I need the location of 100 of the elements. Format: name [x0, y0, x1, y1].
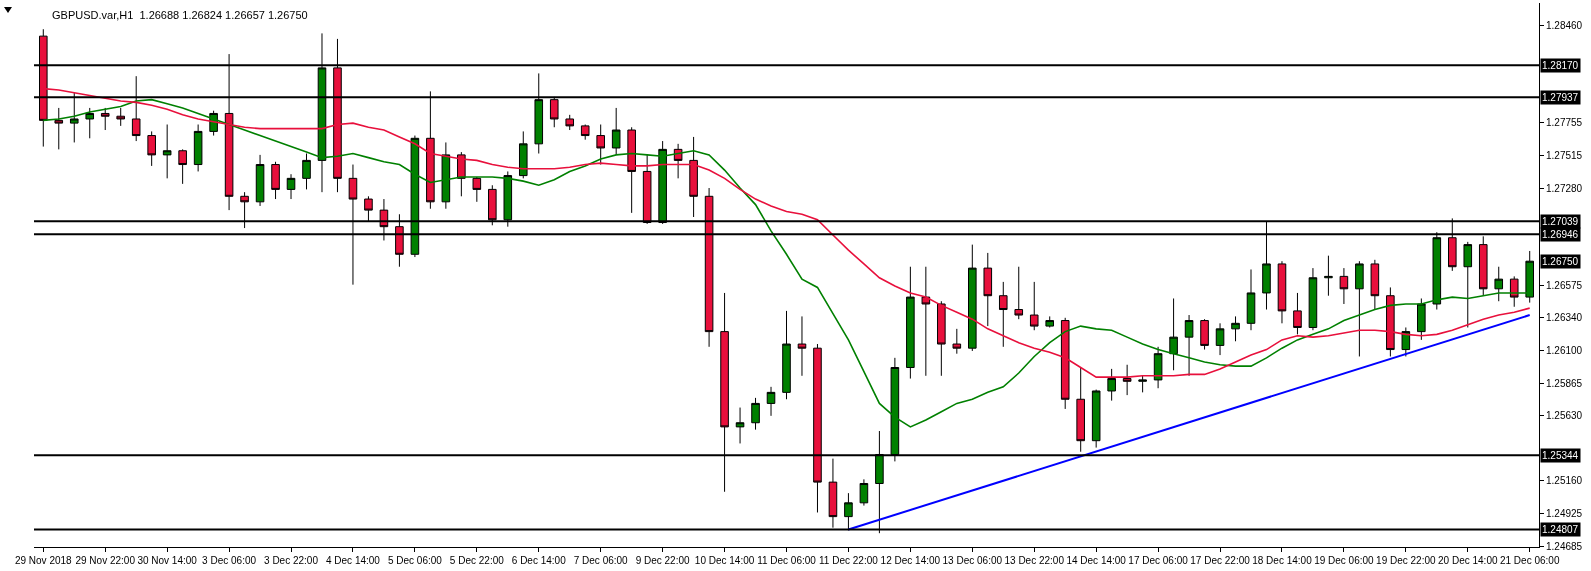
candlestick: [271, 161, 280, 200]
candlestick: [565, 114, 575, 131]
x-tick-label: 13 Dec 22:00: [1004, 555, 1065, 566]
x-tick-label: 19 Dec 06:00: [1314, 555, 1375, 566]
candlestick: [1324, 255, 1333, 297]
text: GBPUSD.var,H1 1.26688 1.26824 1.26657 1.26750: [52, 8, 308, 21]
candlestick: [54, 107, 64, 150]
x-tick-label: 17 Dec 06:00: [1128, 555, 1189, 566]
candlestick: [1370, 259, 1380, 311]
candlestick: [735, 407, 745, 444]
x-tick-label: 5 Dec 22:00: [449, 555, 505, 566]
x-tick-label: 29 Nov 2018: [14, 555, 73, 566]
x-tick-label: 9 Dec 22:00: [635, 555, 691, 566]
candlestick: [457, 151, 466, 197]
candlestick: [518, 130, 528, 179]
y-tick-label: 1.27755: [1546, 116, 1583, 128]
candlestick: [1107, 368, 1116, 402]
x-tick-label: 18 Dec 14:00: [1252, 555, 1313, 566]
ref-line-label: 1.28170: [1542, 60, 1579, 71]
ref-line-label: 1.25344: [1542, 450, 1579, 461]
y-tick-label: 1.24925: [1546, 507, 1583, 519]
candlestick: [286, 173, 296, 200]
candlestick: [1277, 260, 1287, 324]
y-tick-label: 1.25160: [1546, 475, 1583, 487]
candlestick: [255, 154, 265, 207]
x-tick-label: 14 Dec 14:00: [1066, 555, 1127, 566]
x-tick-label: 30 Nov 14:00: [137, 555, 198, 566]
y-tick-label: 1.28460: [1546, 19, 1583, 31]
x-tick-label: 19 Dec 22:00: [1376, 555, 1437, 566]
candlestick: [1184, 314, 1194, 377]
candlestick: [1355, 260, 1364, 357]
candlestick: [1200, 318, 1209, 351]
ref-line-label: 1.27937: [1542, 92, 1579, 103]
candlestick: [1029, 281, 1039, 331]
candlestick: [1169, 297, 1178, 371]
x-tick-label: 11 Dec 22:00: [819, 555, 879, 566]
x-tick-label: 3 Dec 06:00: [202, 555, 257, 566]
x-tick-label: 11 Dec 06:00: [757, 555, 817, 566]
candlestick: [1401, 326, 1411, 357]
candlestick: [968, 244, 977, 352]
y-tick-label: 1.27515: [1546, 150, 1583, 162]
candlestick: [1215, 322, 1225, 356]
candlestick: [797, 315, 807, 377]
candlestick: [782, 310, 791, 400]
x-tick-label: 7 Dec 06:00: [573, 555, 629, 566]
candlestick: [85, 107, 95, 139]
x-tick-label: 4 Dec 14:00: [325, 555, 381, 566]
candlestick: [162, 124, 172, 179]
candlestick: [178, 148, 187, 185]
x-tick-label: 13 Dec 06:00: [942, 555, 1003, 566]
y-tick-label: 1.26340: [1546, 312, 1583, 324]
x-tick-label: 12 Dec 14:00: [880, 555, 941, 566]
candlestick: [1246, 268, 1256, 331]
candlestick: [906, 266, 915, 380]
y-tick-label: 1.26575: [1546, 279, 1583, 291]
candlestick: [1339, 267, 1349, 305]
candlestick: [1386, 286, 1395, 357]
candlestick: [302, 153, 311, 190]
y-tick-label: 1.25865: [1546, 377, 1583, 389]
candlestick: [1509, 275, 1519, 308]
candlestick: [1014, 266, 1024, 320]
candlestick: [441, 141, 451, 210]
x-tick-label: 5 Dec 06:00: [387, 555, 443, 566]
candlestick: [751, 397, 760, 431]
candlestick: [147, 130, 156, 167]
candlestick: [1091, 389, 1101, 449]
candlestick: [1293, 292, 1302, 335]
text: 1.26750: [1542, 256, 1579, 267]
candlestick: [1231, 315, 1240, 342]
candlestick: [100, 107, 110, 131]
candlestick: [766, 386, 776, 417]
candlestick: [952, 328, 962, 355]
y-tick-label: 1.25630: [1546, 410, 1583, 422]
x-tick-label: 17 Dec 22:00: [1190, 555, 1251, 566]
candlestick: [1308, 267, 1318, 331]
candlestick: [983, 252, 993, 327]
candlestick: [998, 281, 1008, 348]
candlestick: [1463, 241, 1473, 328]
candlestick: [580, 124, 590, 141]
candlestick: [116, 107, 125, 127]
y-tick-label: 1.26100: [1546, 345, 1583, 357]
candlestick: [859, 478, 869, 507]
x-tick-label: 29 Nov 22:00: [75, 555, 136, 566]
candlestick: [472, 176, 482, 203]
x-tick-label: 20 Dec 14:00: [1438, 555, 1498, 566]
candlestick: [193, 124, 203, 172]
x-tick-label: 6 Dec 14:00: [511, 555, 567, 566]
x-tick-label: 21 Dec 06:00: [1499, 555, 1560, 566]
candlestick: [627, 126, 636, 214]
candlestick: [689, 136, 698, 218]
candlestick: [596, 124, 605, 166]
x-tick-label: 10 Dec 14:00: [694, 555, 755, 566]
x-tick-label: 3 Dec 22:00: [264, 555, 319, 566]
y-tick-label: 1.24685: [1546, 540, 1583, 552]
ref-line-label: 1.27039: [1542, 216, 1579, 227]
candlestick: [1494, 266, 1504, 302]
candlestick: [1045, 315, 1055, 328]
candlestick: [611, 107, 621, 156]
ref-line-label: 1.26946: [1542, 229, 1579, 240]
y-tick-label: 1.27280: [1546, 182, 1583, 194]
